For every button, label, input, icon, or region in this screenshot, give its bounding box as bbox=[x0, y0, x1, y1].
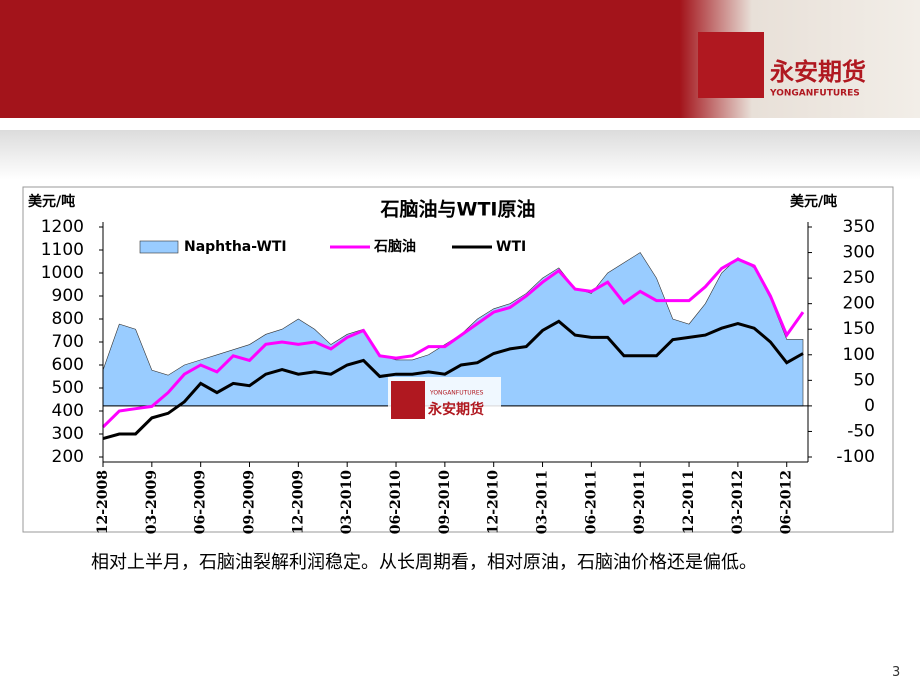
legend-label: WTI bbox=[496, 239, 526, 255]
x-tick-label: 12-2009 bbox=[290, 470, 306, 534]
legend-label: 石脑油 bbox=[373, 238, 416, 255]
y-tick-label: 200 bbox=[52, 447, 84, 467]
x-tick-label: 09-2009 bbox=[242, 470, 258, 534]
caption: 相对上半月，石脑油裂解利润稳定。从长周期看，相对原油，石脑油价格还是偏低。 bbox=[91, 552, 757, 573]
x-tick-label: 09-2011 bbox=[632, 470, 648, 534]
x-tick-label: 03-2010 bbox=[339, 470, 355, 535]
x-tick-label: 12-2011 bbox=[681, 470, 697, 534]
y2-tick-label: 50 bbox=[853, 370, 875, 390]
x-tick-label: 06-2012 bbox=[779, 470, 795, 534]
x-tick-label: 12-2010 bbox=[486, 470, 502, 535]
y2-tick-label: 0 bbox=[864, 396, 875, 416]
y-tick-label: 300 bbox=[52, 424, 84, 444]
page-number: 3 bbox=[892, 665, 901, 680]
x-tick-label: 03-2012 bbox=[730, 470, 746, 534]
y-tick-label: 400 bbox=[52, 401, 84, 421]
y2-tick-label: 350 bbox=[843, 217, 875, 237]
y-tick-label: 600 bbox=[52, 355, 84, 375]
y-tick-label: 1100 bbox=[41, 240, 84, 260]
x-tick-label: 03-2011 bbox=[535, 470, 551, 534]
y2-tick-label: 100 bbox=[843, 345, 875, 365]
y-tick-label: 1200 bbox=[41, 217, 84, 237]
legend-swatch bbox=[139, 240, 179, 254]
x-tick-label: 06-2011 bbox=[583, 470, 599, 534]
line bbox=[101, 257, 805, 429]
y2-tick-label: 150 bbox=[843, 319, 875, 339]
y2-tick-label: -100 bbox=[836, 447, 875, 467]
y2-tick-label: 200 bbox=[843, 294, 875, 314]
y-tick-label: 800 bbox=[52, 309, 84, 329]
legend-label: Naphtha-WTI bbox=[184, 239, 287, 255]
y2-tick-label: 250 bbox=[843, 268, 875, 288]
chart-title: 石脑油与WTI原油 bbox=[380, 198, 536, 221]
y-tick-label: 900 bbox=[52, 286, 84, 306]
x-tick-label: 09-2010 bbox=[437, 470, 453, 535]
x-tick-label: 03-2009 bbox=[144, 470, 160, 534]
logo-subname: YONGANFUTURES bbox=[769, 89, 860, 99]
watermark-icon bbox=[391, 381, 425, 419]
y2-tick-label: 300 bbox=[843, 243, 875, 263]
y-tick-label: 700 bbox=[52, 332, 84, 352]
logo-icon bbox=[698, 32, 764, 98]
grey-band bbox=[0, 130, 920, 180]
watermark-subname: YONGANFUTURES bbox=[429, 390, 484, 397]
y2-tick-label: -50 bbox=[847, 421, 875, 441]
y-axis-label: 美元/吨 bbox=[28, 193, 75, 210]
line bbox=[102, 319, 804, 441]
watermark-name: 永安期货 bbox=[427, 401, 484, 418]
y-tick-label: 500 bbox=[52, 378, 84, 398]
x-tick-label: 06-2010 bbox=[388, 470, 404, 535]
y-tick-label: 1000 bbox=[41, 263, 84, 283]
x-tick-label: 12-2008 bbox=[95, 470, 111, 534]
logo-name: 永安期货 bbox=[770, 58, 866, 86]
y2-axis-label: 美元/吨 bbox=[790, 193, 837, 210]
x-tick-label: 06-2009 bbox=[193, 470, 209, 534]
